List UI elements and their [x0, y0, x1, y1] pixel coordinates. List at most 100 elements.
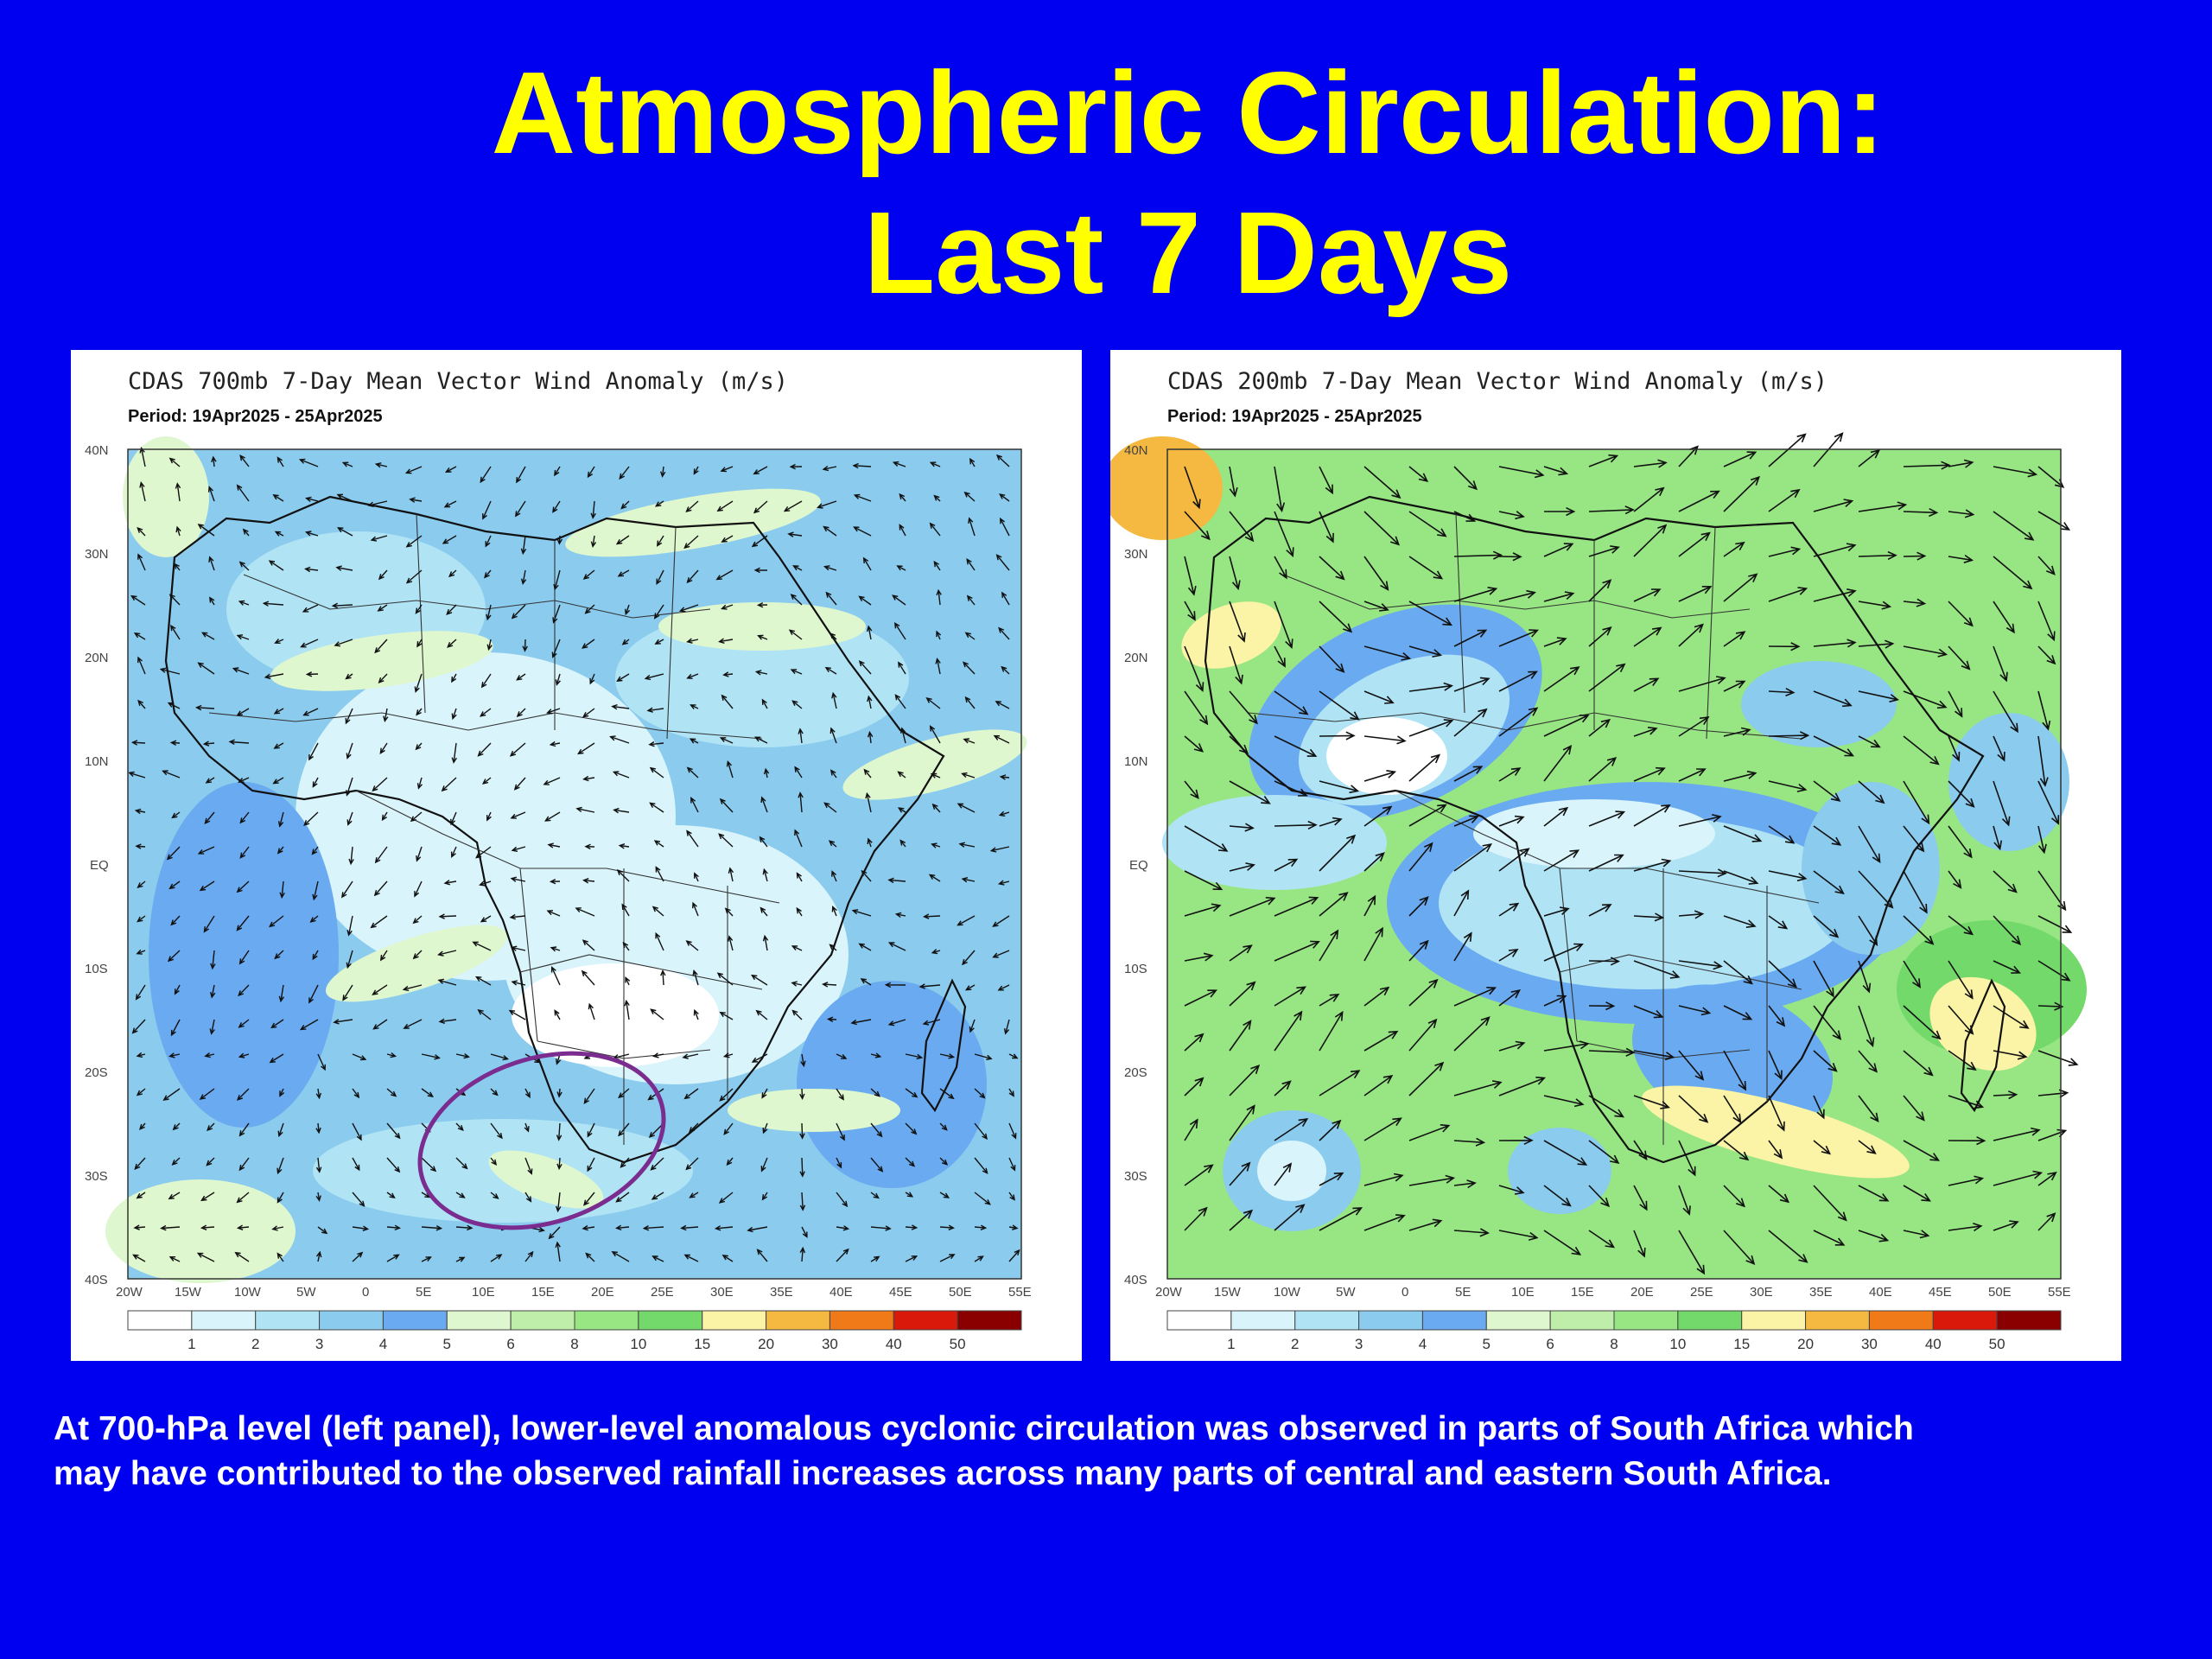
wind-vector-arrow — [1184, 601, 1196, 621]
wind-vector-arrow — [472, 941, 492, 951]
lon-label: 50E — [949, 1285, 972, 1300]
wind-vectors — [1184, 432, 2079, 1275]
wind-vector-arrow — [550, 946, 561, 952]
wind-vector-arrow — [1768, 915, 1789, 930]
wind-vector-arrow — [1319, 1119, 1342, 1141]
wind-vector-arrow — [1633, 1005, 1664, 1019]
wind-vector-arrow — [443, 500, 457, 508]
wind-vector-arrow — [969, 457, 976, 467]
wind-vector-arrow — [966, 594, 976, 606]
wind-vector-arrow — [379, 742, 388, 754]
wind-vector-arrow — [196, 1252, 215, 1262]
wind-vector-arrow — [450, 846, 457, 858]
color-scale-label: 10 — [630, 1336, 646, 1352]
wind-vector-arrow — [442, 535, 457, 544]
wind-vector-arrow — [1008, 1249, 1020, 1262]
color-scale-swatch — [127, 1310, 193, 1331]
color-scale-swatch — [638, 1310, 703, 1331]
wind-vector-arrow — [862, 556, 872, 571]
wind-vector-arrow — [1003, 1019, 1010, 1035]
map-panel-200mb: CDAS 200mb 7-Day Mean Vector Wind Anomal… — [1110, 350, 2121, 1361]
wind-vector-arrow — [551, 639, 561, 658]
lon-label: 20W — [116, 1285, 143, 1300]
wind-vector-arrow — [346, 777, 353, 797]
wind-vector-arrow — [1184, 952, 1214, 962]
wind-vector-arrow — [238, 1019, 250, 1028]
wind-vector-arrow — [136, 1192, 146, 1199]
wind-vector-arrow — [1948, 1136, 1986, 1146]
wind-vector-arrow — [1408, 1061, 1445, 1096]
wind-vector-arrow — [137, 699, 146, 709]
wind-vector-arrow — [421, 1088, 435, 1098]
lon-label: 5W — [296, 1285, 316, 1300]
wind-vector-arrow — [1453, 815, 1479, 827]
wind-vector-arrow — [455, 1224, 474, 1231]
wind-vector-arrow — [974, 1224, 988, 1230]
wind-vector-arrow — [1768, 780, 1808, 792]
wind-vector-arrow — [304, 531, 319, 537]
wind-vector-arrow — [899, 524, 906, 537]
map-title: CDAS 200mb 7-Day Mean Vector Wind Anomal… — [1167, 368, 1827, 395]
wind-vector-arrow — [905, 1122, 918, 1135]
wind-vector-arrow — [1453, 766, 1484, 782]
wind-vector-arrow — [616, 869, 630, 882]
lat-label: 40S — [1124, 1273, 1147, 1287]
wind-vector-arrow — [1903, 551, 1927, 561]
wind-vector-arrow — [1274, 780, 1308, 797]
wind-vector-arrow — [1274, 1162, 1293, 1186]
wind-vector-arrow — [1274, 1117, 1309, 1141]
wind-vector-arrow — [969, 1019, 976, 1033]
lon-label: 15E — [1571, 1285, 1594, 1300]
wind-vector-arrow — [792, 565, 803, 571]
wind-vector-arrow — [686, 766, 699, 779]
wind-vector-arrow — [553, 569, 561, 591]
wind-vector-arrow — [1993, 1220, 2019, 1231]
wind-vector-arrow — [931, 842, 941, 849]
wind-vector-arrow — [1633, 1230, 1646, 1258]
wind-vector-arrow — [693, 466, 699, 475]
wind-vector-arrow — [451, 742, 457, 764]
wind-vector-arrow — [728, 935, 734, 951]
wind-vector-arrow — [1274, 940, 1320, 962]
wind-vector-arrow — [490, 1157, 498, 1166]
wind-vector-arrow — [1184, 1118, 1198, 1141]
wind-vector-arrow — [1993, 511, 2035, 541]
wind-vector-arrow — [609, 735, 630, 744]
wind-vector-arrow — [1408, 556, 1444, 580]
wind-vector-arrow — [1948, 1175, 1985, 1186]
wind-vector-arrow — [1363, 511, 1401, 546]
wind-vector-arrow — [386, 1192, 396, 1199]
wind-vector-arrow — [718, 1192, 734, 1204]
wind-vector-arrow — [1723, 1140, 1750, 1161]
wind-vector-arrow — [168, 1052, 181, 1058]
wind-vector-arrow — [508, 1009, 526, 1020]
wind-vector-arrow — [159, 667, 181, 675]
wind-vector-arrow — [1948, 509, 1975, 518]
wind-vector-arrow — [416, 639, 423, 648]
wind-vector-arrow — [1633, 858, 1672, 872]
wind-vector-arrow — [836, 1122, 845, 1141]
wind-vector-arrow — [1768, 1050, 1783, 1081]
wind-vector-arrow — [612, 771, 630, 779]
wind-vector-arrow — [870, 1088, 880, 1097]
wind-vector-arrow — [1319, 511, 1334, 543]
wind-vector-arrow — [836, 1248, 849, 1262]
wind-vector-arrow — [167, 950, 181, 963]
wind-vector-arrow — [1723, 451, 1758, 467]
wind-vector-arrow — [1408, 753, 1441, 782]
wind-vector-arrow — [652, 1052, 664, 1058]
color-scale-swatch — [510, 1310, 575, 1331]
wind-vector-arrow — [787, 531, 803, 537]
wind-vector-arrow — [1678, 531, 1711, 557]
wind-vector-arrow — [1408, 645, 1443, 658]
color-scale-label: 8 — [1610, 1336, 1618, 1352]
wind-vector-arrow — [747, 1226, 768, 1233]
wind-vector-arrow — [653, 840, 664, 848]
wind-vector-arrow — [905, 1157, 916, 1167]
wind-vector-arrow — [583, 1192, 595, 1206]
wind-vector-arrow — [2037, 780, 2060, 825]
wind-vector-arrow — [1858, 690, 1899, 702]
wind-vector-arrow — [1319, 1010, 1344, 1052]
wind-vector-arrow — [421, 1157, 437, 1173]
wind-vector-arrow — [618, 1088, 630, 1099]
